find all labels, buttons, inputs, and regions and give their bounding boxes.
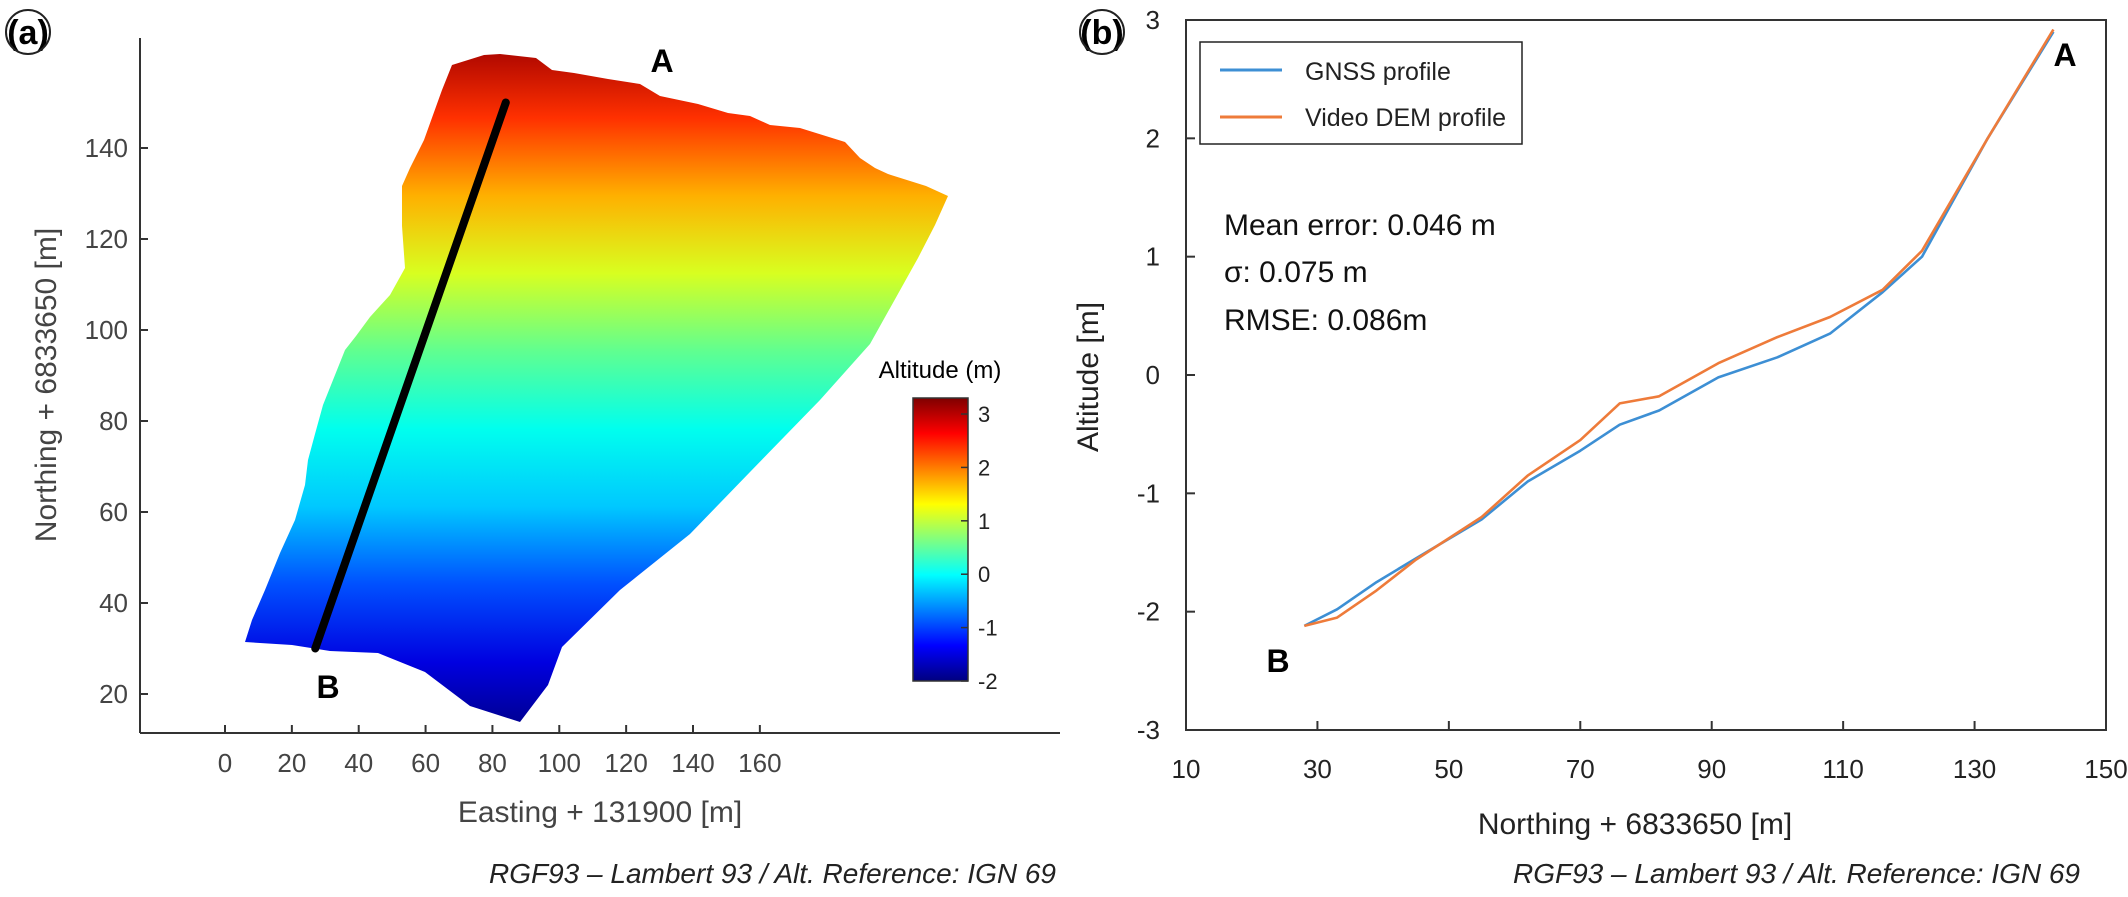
colorbar-tick-label: -1 xyxy=(978,616,998,641)
x-tick-label: 40 xyxy=(344,748,373,778)
panel-b-x-axis-label: Northing + 6833650 [m] xyxy=(1478,808,1792,841)
y-tick-label: 120 xyxy=(85,224,128,254)
x-tick-label: 160 xyxy=(738,748,781,778)
point-a-label: A xyxy=(650,43,673,79)
colorbar-tick-label: -2 xyxy=(978,669,998,694)
x-tick-label: 0 xyxy=(218,748,232,778)
x-tick-label: 80 xyxy=(478,748,507,778)
colorbar-title: Altitude (m) xyxy=(879,357,1002,384)
x-tick-label: 20 xyxy=(277,748,306,778)
x-tick-label: 70 xyxy=(1566,754,1595,784)
panel-a-y-ticks: 20 40 60 80 100 120 140 xyxy=(85,133,148,709)
video-dem-profile-line xyxy=(1303,28,2055,628)
panel-b-label: (b) xyxy=(1080,14,1123,52)
colorbar-tick-label: 2 xyxy=(978,455,990,480)
stat-mean-error: Mean error: 0.046 m xyxy=(1224,209,1496,242)
x-tick-label: 10 xyxy=(1172,754,1201,784)
y-tick-label: -1 xyxy=(1137,478,1160,508)
y-tick-label: 100 xyxy=(85,315,128,345)
colorbar-tick-label: 1 xyxy=(978,509,990,534)
y-tick-label: 20 xyxy=(99,679,128,709)
x-tick-label: 130 xyxy=(1953,754,1996,784)
colorbar-ticks: 3 2 1 0 -1 -2 xyxy=(961,402,998,694)
error-stats: Mean error: 0.046 m σ: 0.075 m RMSE: 0.0… xyxy=(1224,209,1496,337)
point-b-label: B xyxy=(316,669,339,705)
x-tick-label: 150 xyxy=(2084,754,2127,784)
panel-a-caption: RGF93 – Lambert 93 / Alt. Reference: IGN… xyxy=(489,858,1056,889)
point-b-label: B xyxy=(1266,643,1289,679)
panel-a-axes xyxy=(139,38,1060,734)
panel-b-y-ticks: 3 2 1 0 -1 -2 -3 xyxy=(1137,5,1195,745)
stat-sigma: σ: 0.075 m xyxy=(1224,256,1368,289)
y-tick-label: -3 xyxy=(1137,715,1160,745)
y-tick-label: 3 xyxy=(1146,5,1160,35)
x-tick-label: 30 xyxy=(1303,754,1332,784)
profile-series xyxy=(1303,28,2055,628)
panel-a-x-axis-label: Easting + 131900 [m] xyxy=(458,796,742,829)
colorbar xyxy=(912,397,969,682)
y-tick-label: 2 xyxy=(1146,123,1160,153)
gnss-profile-line xyxy=(1303,31,2055,628)
y-tick-label: 1 xyxy=(1146,242,1160,272)
y-tick-label: 140 xyxy=(85,133,128,163)
profile-line xyxy=(311,98,510,653)
legend-gnss-label: GNSS profile xyxy=(1305,58,1451,86)
y-tick-label: -2 xyxy=(1137,597,1160,627)
panel-a-map: (a) 0 20 40 60 80 100 120 140 160 20406080100120… xyxy=(5,9,1060,829)
colorbar-tick-label: 0 xyxy=(978,562,990,587)
x-tick-label: 60 xyxy=(411,748,440,778)
y-tick-label: 80 xyxy=(99,406,128,436)
panel-a-y-axis-label: Northing + 6833650 [m] xyxy=(30,228,63,542)
x-tick-label: 140 xyxy=(671,748,714,778)
panel-b-caption: RGF93 – Lambert 93 / Alt. Reference: IGN… xyxy=(1513,858,2080,889)
y-tick-label: 0 xyxy=(1146,360,1160,390)
panel-a-x-ticks: 0 20 40 60 80 100 120 140 160 xyxy=(218,725,782,778)
x-tick-label: 50 xyxy=(1434,754,1463,784)
colorbar-tick-label: 3 xyxy=(978,402,990,427)
panel-a-label: (a) xyxy=(7,14,49,52)
x-tick-label: 120 xyxy=(604,748,647,778)
x-tick-label: 90 xyxy=(1697,754,1726,784)
x-tick-label: 110 xyxy=(1822,754,1863,784)
panel-b-label-circle xyxy=(1079,9,1125,55)
panel-a-label-circle xyxy=(5,9,51,55)
legend: GNSS profile Video DEM profile xyxy=(1199,41,1523,145)
point-a-label: A xyxy=(2053,37,2076,73)
legend-box xyxy=(1199,41,1523,145)
x-tick-label: 100 xyxy=(538,748,581,778)
y-tick-label: 60 xyxy=(99,497,128,527)
stat-rmse: RMSE: 0.086m xyxy=(1224,304,1427,337)
panel-b-x-ticks: 10 30 50 70 90 110 130 150 xyxy=(1172,721,2128,784)
panel-b-y-axis-label: Altitude [m] xyxy=(1072,302,1105,452)
y-tick-label: 40 xyxy=(99,588,128,618)
legend-dem-label: Video DEM profile xyxy=(1305,104,1506,132)
